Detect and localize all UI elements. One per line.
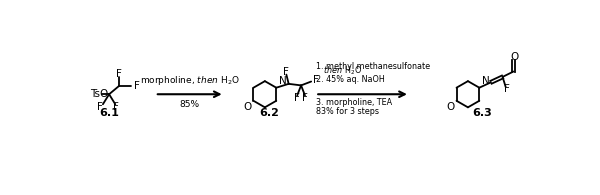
Text: F: F — [503, 84, 509, 94]
Text: F: F — [302, 93, 308, 103]
Text: 83% for 3 steps: 83% for 3 steps — [316, 106, 379, 116]
Text: 6.2: 6.2 — [259, 108, 278, 119]
Text: O: O — [510, 52, 518, 62]
Text: 1. methyl methanesulfonate: 1. methyl methanesulfonate — [316, 62, 430, 71]
Text: F: F — [134, 81, 140, 91]
Text: TsO: TsO — [91, 89, 109, 99]
Text: 2. 45% aq. NaOH: 2. 45% aq. NaOH — [316, 75, 385, 84]
Text: F: F — [116, 69, 122, 79]
Text: F: F — [97, 102, 103, 112]
Text: N: N — [482, 76, 490, 86]
Text: $\it{then}$ H$_2$O: $\it{then}$ H$_2$O — [316, 65, 362, 77]
Text: 6.3: 6.3 — [472, 108, 492, 119]
Text: 3. morpholine, TEA: 3. morpholine, TEA — [316, 98, 392, 107]
Text: O: O — [243, 102, 251, 112]
Text: F: F — [283, 67, 289, 77]
Text: O: O — [446, 102, 454, 112]
Text: 85%: 85% — [179, 100, 200, 109]
Text: 6.1: 6.1 — [99, 108, 119, 119]
Text: F: F — [113, 102, 119, 112]
Text: morpholine, $\it{then}$ H$_2$O: morpholine, $\it{then}$ H$_2$O — [140, 74, 239, 87]
Text: N: N — [278, 76, 286, 86]
Text: F: F — [294, 93, 300, 103]
Text: F: F — [313, 75, 319, 85]
